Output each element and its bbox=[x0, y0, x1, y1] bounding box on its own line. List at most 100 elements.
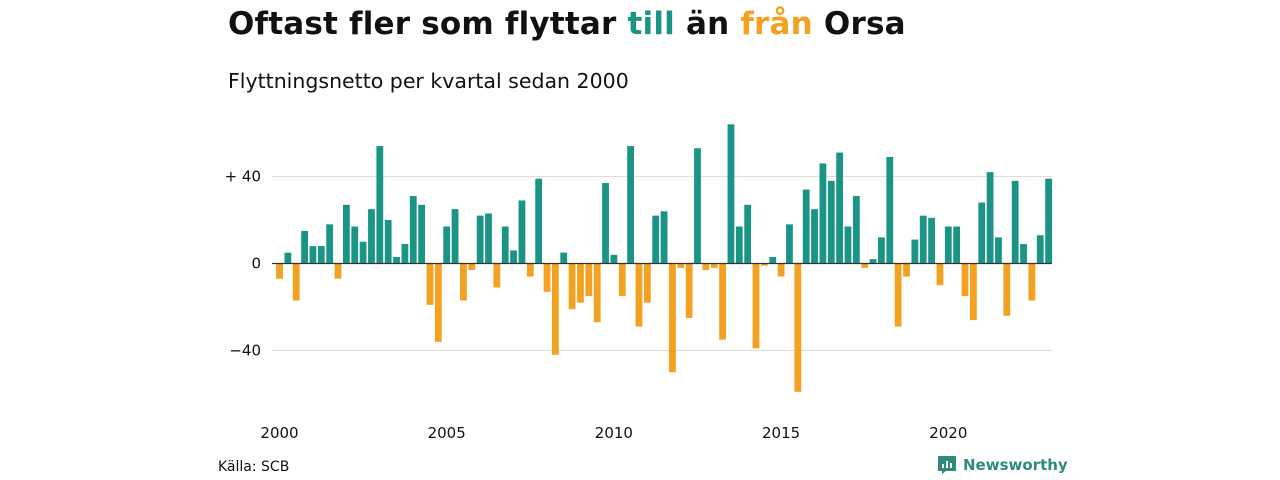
bar bbox=[526, 263, 534, 277]
title-part-1: Oftast fler som flyttar bbox=[228, 6, 628, 42]
bar bbox=[744, 204, 752, 264]
bar bbox=[510, 250, 517, 264]
chart-title: Oftast fler som flyttar till än från Ors… bbox=[228, 6, 906, 42]
bar bbox=[476, 215, 484, 264]
bar bbox=[568, 263, 576, 310]
bar bbox=[969, 263, 977, 321]
bar bbox=[886, 156, 894, 264]
bar bbox=[777, 263, 785, 277]
bar bbox=[1003, 263, 1011, 316]
bar bbox=[468, 263, 476, 271]
bar bbox=[978, 202, 986, 264]
bar bbox=[760, 263, 768, 266]
bar bbox=[443, 226, 451, 264]
x-tick-label: 2010 bbox=[595, 424, 633, 442]
bar bbox=[936, 263, 944, 286]
bar bbox=[819, 163, 827, 264]
title-till-highlight: till bbox=[627, 6, 675, 42]
bar bbox=[434, 263, 442, 342]
bar bbox=[334, 263, 342, 279]
bar bbox=[861, 263, 869, 268]
bar bbox=[660, 211, 668, 264]
newsworthy-logo-text: Newsworthy bbox=[963, 456, 1068, 474]
bar bbox=[735, 226, 743, 264]
bar bbox=[643, 263, 651, 303]
bar bbox=[485, 213, 492, 264]
bar bbox=[401, 243, 409, 264]
title-part-3: Orsa bbox=[812, 6, 906, 42]
bar bbox=[685, 263, 693, 318]
y-tick-label: −40 bbox=[229, 342, 261, 360]
bar bbox=[376, 146, 384, 264]
newsworthy-logo-icon bbox=[938, 456, 956, 474]
bar bbox=[551, 263, 559, 355]
bar bbox=[602, 183, 609, 264]
bar bbox=[301, 230, 308, 264]
bar bbox=[276, 263, 283, 279]
bar bbox=[827, 180, 835, 264]
x-tick-label: 2015 bbox=[762, 424, 800, 442]
bar bbox=[802, 189, 810, 264]
bar bbox=[1020, 243, 1027, 264]
newsworthy-logo[interactable]: Newsworthy bbox=[937, 455, 1068, 475]
bar bbox=[878, 237, 885, 264]
bar bbox=[292, 263, 300, 301]
bar bbox=[460, 263, 467, 301]
bar bbox=[635, 263, 643, 327]
bar bbox=[1045, 178, 1053, 264]
bar bbox=[426, 263, 434, 305]
bar bbox=[593, 263, 601, 323]
bar bbox=[610, 254, 618, 264]
bar bbox=[501, 226, 509, 264]
bar bbox=[719, 263, 726, 340]
bar bbox=[451, 209, 459, 264]
bar bbox=[418, 204, 426, 264]
bar bbox=[911, 239, 919, 264]
bar bbox=[953, 226, 961, 264]
bar bbox=[535, 178, 543, 264]
bar bbox=[986, 172, 994, 264]
bar bbox=[710, 263, 718, 268]
bar bbox=[836, 152, 844, 264]
bar bbox=[359, 241, 367, 264]
bar bbox=[669, 263, 676, 373]
bar bbox=[317, 246, 325, 264]
bar bbox=[543, 263, 551, 292]
chart-subtitle: Flyttningsnetto per kvartal sedan 2000 bbox=[228, 69, 629, 93]
bar bbox=[627, 146, 635, 264]
bar bbox=[769, 256, 777, 264]
bar bbox=[518, 200, 526, 264]
bar bbox=[811, 209, 818, 264]
bar bbox=[384, 220, 392, 264]
bar bbox=[326, 224, 334, 264]
bar bbox=[752, 263, 760, 349]
bar bbox=[1011, 180, 1019, 264]
bar bbox=[995, 237, 1002, 264]
bar bbox=[577, 263, 584, 303]
bar bbox=[393, 256, 400, 264]
y-tick-label: + 40 bbox=[225, 168, 261, 186]
bar bbox=[284, 252, 292, 264]
bar bbox=[894, 263, 902, 327]
bar bbox=[727, 124, 735, 264]
bar bbox=[560, 252, 568, 264]
bar bbox=[694, 148, 701, 264]
bar bbox=[409, 196, 417, 264]
bar bbox=[869, 259, 877, 264]
bar bbox=[309, 246, 317, 264]
bar bbox=[1028, 263, 1036, 301]
bar bbox=[585, 263, 593, 297]
bar bbox=[844, 226, 852, 264]
bar bbox=[852, 196, 860, 264]
title-fran-highlight: från bbox=[740, 6, 813, 42]
bar bbox=[652, 215, 660, 264]
bar bbox=[368, 209, 375, 264]
y-tick-label: 0 bbox=[251, 255, 261, 273]
title-part-2: än bbox=[674, 6, 741, 42]
x-tick-label: 2000 bbox=[260, 424, 298, 442]
bar bbox=[944, 226, 952, 264]
bar bbox=[342, 204, 350, 264]
source-note: Källa: SCB bbox=[218, 459, 290, 475]
bar bbox=[919, 215, 927, 264]
bar bbox=[677, 263, 685, 268]
